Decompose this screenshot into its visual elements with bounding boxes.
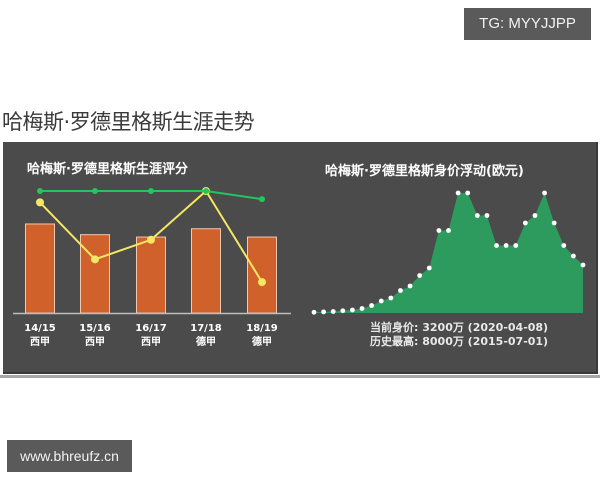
value-point xyxy=(551,220,557,226)
watermark: www.bhreufz.cn xyxy=(7,440,132,472)
green-line-point xyxy=(259,196,265,203)
rating-bar xyxy=(25,223,55,314)
league-label: 西甲 xyxy=(30,336,50,348)
value-point xyxy=(465,190,471,196)
value-area xyxy=(314,193,583,313)
season-label: 15/16 xyxy=(79,323,111,334)
value-point xyxy=(436,228,442,233)
rating-bar xyxy=(136,236,166,314)
yellow-line-point xyxy=(91,255,99,264)
green-line-point xyxy=(37,188,43,194)
current-value-text: 当前身价: 3200万 (2020-04-08) xyxy=(370,321,549,334)
value-point xyxy=(398,288,403,293)
peak-value-text: 历史最高: 8000万 (2015-07-01) xyxy=(370,335,549,348)
value-point xyxy=(321,309,327,315)
season-label: 16/17 xyxy=(135,323,167,334)
yellow-line-point xyxy=(147,235,155,244)
season-label: 18/19 xyxy=(246,323,278,334)
green-line-point xyxy=(92,188,98,194)
chart-panel: 哈梅斯·罗德里格斯生涯评分 14/15 西甲 15/16 西甲 16/17 西甲 17/18… xyxy=(3,142,598,374)
rating-bar xyxy=(191,228,221,314)
value-point xyxy=(532,213,538,218)
value-point xyxy=(522,220,528,226)
yellow-line-point xyxy=(36,198,44,207)
green-line-point xyxy=(203,188,209,194)
yellow-line-point xyxy=(258,278,266,287)
value-point xyxy=(417,273,423,278)
value-point xyxy=(340,308,346,314)
league-label: 西甲 xyxy=(85,336,105,348)
right-chart-title: 哈梅斯·罗德里格斯身价浮动(欧元) xyxy=(325,164,524,179)
value-point xyxy=(542,190,547,196)
value-point xyxy=(446,228,451,233)
value-point xyxy=(350,307,355,313)
value-point xyxy=(580,262,586,268)
value-point xyxy=(330,309,336,314)
value-point xyxy=(359,306,365,311)
green-line-point xyxy=(148,188,154,194)
value-point xyxy=(407,283,413,289)
left-chart-title: 哈梅斯·罗德里格斯生涯评分 xyxy=(27,162,188,177)
tg-badge: TG: MYYJJPP xyxy=(464,8,591,40)
value-point xyxy=(388,295,394,301)
league-label: 西甲 xyxy=(141,336,161,348)
value-point xyxy=(455,190,461,196)
value-point xyxy=(570,253,576,259)
value-point xyxy=(474,213,480,218)
divider xyxy=(0,375,600,378)
value-point xyxy=(484,213,490,218)
value-point xyxy=(503,243,509,248)
value-point xyxy=(494,243,499,248)
page-title: 哈梅斯·罗德里格斯生涯走势 xyxy=(2,110,255,134)
league-label: 德甲 xyxy=(251,335,272,348)
value-point xyxy=(561,243,567,248)
value-point xyxy=(426,265,432,271)
value-point xyxy=(311,309,317,315)
value-point xyxy=(369,303,375,308)
season-label: 14/15 xyxy=(24,323,56,334)
value-point xyxy=(378,298,384,304)
value-chart xyxy=(311,190,586,315)
value-point xyxy=(513,243,519,248)
season-label: 17/18 xyxy=(190,323,222,334)
league-label: 德甲 xyxy=(195,335,216,348)
